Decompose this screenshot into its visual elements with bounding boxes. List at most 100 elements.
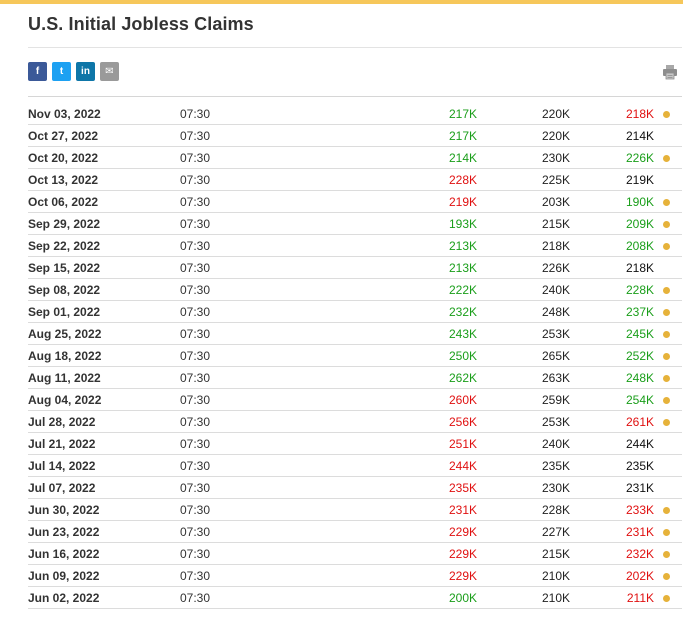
previous-value: 208K bbox=[625, 239, 654, 253]
previous-value: 209K bbox=[625, 217, 654, 231]
revision-dot-icon[interactable] bbox=[663, 287, 670, 294]
forecast-value: 253K bbox=[541, 415, 570, 429]
table-row: Oct 27, 2022 07:30 217K 220K 214K bbox=[28, 125, 682, 147]
previous-value: 226K bbox=[625, 151, 654, 165]
release-date: Jul 21, 2022 bbox=[28, 437, 96, 451]
release-time: 07:30 bbox=[180, 371, 211, 385]
revision-dot-icon[interactable] bbox=[663, 309, 670, 316]
release-time: 07:30 bbox=[180, 569, 211, 583]
forecast-value: 220K bbox=[541, 129, 570, 143]
forecast-value: 220K bbox=[541, 107, 570, 121]
actual-value: 229K bbox=[448, 569, 477, 583]
release-date: Jun 09, 2022 bbox=[28, 569, 100, 583]
revision-dot-icon[interactable] bbox=[663, 529, 670, 536]
release-date: Jun 02, 2022 bbox=[28, 591, 100, 605]
table-row: Jun 16, 2022 07:30 229K 215K 232K bbox=[28, 543, 682, 565]
release-date: Sep 15, 2022 bbox=[28, 261, 101, 275]
previous-value: 261K bbox=[625, 415, 654, 429]
email-share-button[interactable]: ✉ bbox=[100, 62, 119, 81]
previous-value: 218K bbox=[625, 261, 654, 275]
release-date: Jul 28, 2022 bbox=[28, 415, 96, 429]
table-row: Aug 18, 2022 07:30 250K 265K 252K bbox=[28, 345, 682, 367]
release-time: 07:30 bbox=[180, 415, 211, 429]
release-date: Nov 03, 2022 bbox=[28, 107, 101, 121]
previous-value: 252K bbox=[625, 349, 654, 363]
release-time: 07:30 bbox=[180, 129, 211, 143]
table-row: Jul 21, 2022 07:30 251K 240K 244K bbox=[28, 433, 682, 455]
table-row: Jun 09, 2022 07:30 229K 210K 202K bbox=[28, 565, 682, 587]
revision-dot-icon[interactable] bbox=[663, 331, 670, 338]
actual-value: 228K bbox=[448, 173, 477, 187]
release-time: 07:30 bbox=[180, 217, 211, 231]
revision-dot-icon[interactable] bbox=[663, 243, 670, 250]
release-time: 07:30 bbox=[180, 525, 211, 539]
actual-value: 213K bbox=[448, 261, 477, 275]
forecast-value: 253K bbox=[541, 327, 570, 341]
forecast-value: 240K bbox=[541, 283, 570, 297]
actual-value: 243K bbox=[448, 327, 477, 341]
release-date: Sep 08, 2022 bbox=[28, 283, 101, 297]
actual-value: 231K bbox=[448, 503, 477, 517]
printer-icon[interactable] bbox=[662, 64, 678, 80]
linkedin-share-button[interactable]: in bbox=[76, 62, 95, 81]
revision-dot-icon[interactable] bbox=[663, 507, 670, 514]
forecast-value: 265K bbox=[541, 349, 570, 363]
previous-value: 228K bbox=[625, 283, 654, 297]
actual-value: 219K bbox=[448, 195, 477, 209]
revision-dot-icon[interactable] bbox=[663, 199, 670, 206]
table-top-divider bbox=[28, 96, 682, 97]
release-time: 07:30 bbox=[180, 305, 211, 319]
revision-dot-icon[interactable] bbox=[663, 221, 670, 228]
forecast-value: 259K bbox=[541, 393, 570, 407]
previous-value: 244K bbox=[625, 437, 654, 451]
share-toolbar: f t in ✉ bbox=[28, 62, 119, 81]
previous-value: 231K bbox=[625, 481, 654, 495]
release-time: 07:30 bbox=[180, 459, 211, 473]
release-date: Sep 22, 2022 bbox=[28, 239, 101, 253]
actual-value: 260K bbox=[448, 393, 477, 407]
actual-value: 256K bbox=[448, 415, 477, 429]
twitter-share-button[interactable]: t bbox=[52, 62, 71, 81]
revision-dot-icon[interactable] bbox=[663, 595, 670, 602]
table-row: Aug 25, 2022 07:30 243K 253K 245K bbox=[28, 323, 682, 345]
release-date: Sep 29, 2022 bbox=[28, 217, 101, 231]
actual-value: 232K bbox=[448, 305, 477, 319]
table-row: Sep 15, 2022 07:30 213K 226K 218K bbox=[28, 257, 682, 279]
release-time: 07:30 bbox=[180, 481, 211, 495]
release-time: 07:30 bbox=[180, 591, 211, 605]
table-row: Oct 06, 2022 07:30 219K 203K 190K bbox=[28, 191, 682, 213]
release-date: Oct 20, 2022 bbox=[28, 151, 99, 165]
forecast-value: 203K bbox=[541, 195, 570, 209]
actual-value: 213K bbox=[448, 239, 477, 253]
revision-dot-icon[interactable] bbox=[663, 155, 670, 162]
release-time: 07:30 bbox=[180, 195, 211, 209]
revision-dot-icon[interactable] bbox=[663, 397, 670, 404]
release-time: 07:30 bbox=[180, 151, 211, 165]
revision-dot-icon[interactable] bbox=[663, 353, 670, 360]
release-time: 07:30 bbox=[180, 327, 211, 341]
release-date: Sep 01, 2022 bbox=[28, 305, 101, 319]
release-date: Jul 07, 2022 bbox=[28, 481, 96, 495]
revision-dot-icon[interactable] bbox=[663, 419, 670, 426]
table-row: Jun 23, 2022 07:30 229K 227K 231K bbox=[28, 521, 682, 543]
facebook-share-button[interactable]: f bbox=[28, 62, 47, 81]
forecast-value: 210K bbox=[541, 569, 570, 583]
actual-value: 214K bbox=[448, 151, 477, 165]
forecast-value: 248K bbox=[541, 305, 570, 319]
release-time: 07:30 bbox=[180, 349, 211, 363]
actual-value: 244K bbox=[448, 459, 477, 473]
previous-value: 235K bbox=[625, 459, 654, 473]
revision-dot-icon[interactable] bbox=[663, 375, 670, 382]
claims-table: Nov 03, 2022 07:30 217K 220K 218K Oct 27, 202… bbox=[28, 103, 682, 609]
previous-value: 232K bbox=[625, 547, 654, 561]
revision-dot-icon[interactable] bbox=[663, 111, 670, 118]
revision-dot-icon[interactable] bbox=[663, 573, 670, 580]
table-row: Aug 11, 2022 07:30 262K 263K 248K bbox=[28, 367, 682, 389]
previous-value: 245K bbox=[625, 327, 654, 341]
previous-value: 219K bbox=[625, 173, 654, 187]
revision-dot-icon[interactable] bbox=[663, 551, 670, 558]
release-date: Jun 30, 2022 bbox=[28, 503, 100, 517]
release-date: Jun 16, 2022 bbox=[28, 547, 100, 561]
release-date: Aug 18, 2022 bbox=[28, 349, 102, 363]
actual-value: 200K bbox=[448, 591, 477, 605]
